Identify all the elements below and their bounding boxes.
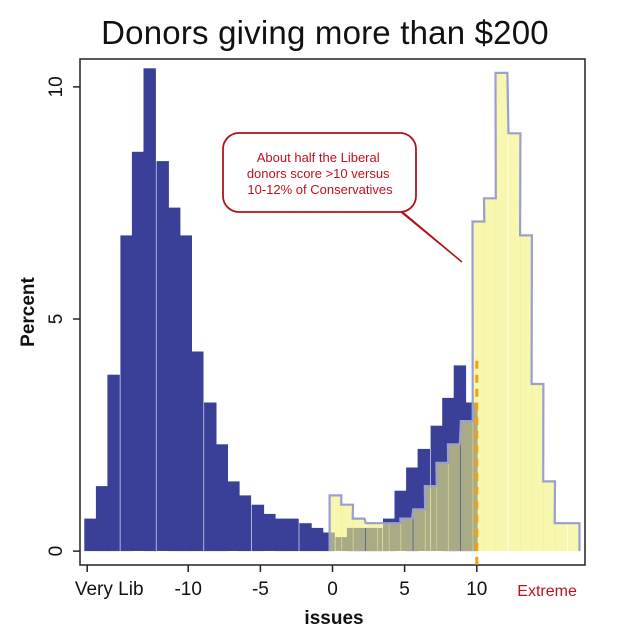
x-tick-label: 0 bbox=[327, 579, 338, 600]
y-tick-label: 5 bbox=[46, 314, 67, 325]
callout-box bbox=[222, 132, 417, 213]
series-1-bar bbox=[204, 402, 217, 552]
series-2-bar bbox=[413, 509, 426, 552]
series-1-bar bbox=[107, 374, 120, 552]
series-1-bar bbox=[156, 161, 169, 551]
series-1-bar bbox=[215, 444, 228, 552]
series-2-bar bbox=[400, 518, 413, 552]
series-2-bar bbox=[484, 198, 497, 552]
svg-text:About half the Liberal d: About half the Liberal donors score >10 … bbox=[247, 150, 393, 197]
series-1-bar bbox=[263, 513, 276, 551]
x-axis-ticks: Very Lib -10 -5 0 5 10 bbox=[75, 565, 487, 600]
chart-title: Donors giving more than $200 bbox=[101, 14, 549, 51]
series-2-bar bbox=[329, 495, 342, 552]
annotation-line-3: 10-12% of Conservatives bbox=[247, 182, 393, 197]
x-tick-label: 5 bbox=[399, 579, 410, 600]
series-2-bar bbox=[567, 523, 581, 552]
series-2-bar bbox=[341, 504, 354, 552]
x-axis-title: issues bbox=[304, 608, 363, 629]
series-1-bar bbox=[168, 207, 181, 552]
series-2-bar bbox=[436, 462, 449, 552]
series-1-bar bbox=[251, 504, 265, 552]
series-2-bar bbox=[531, 384, 544, 552]
series-2-bar bbox=[447, 444, 461, 552]
series-1-bar bbox=[84, 518, 97, 552]
series-2-bars bbox=[328, 71, 581, 552]
annotation-callout: About half the Liberal donors score >10 … bbox=[222, 132, 463, 263]
series-1-bar bbox=[227, 481, 240, 551]
series-1-bar bbox=[191, 351, 204, 552]
series-1-bar bbox=[120, 235, 133, 552]
y-tick-label: 10 bbox=[46, 76, 67, 97]
series-1-bar bbox=[286, 518, 299, 552]
x-tick-label: -10 bbox=[174, 579, 201, 600]
x-tick-label: 10 bbox=[466, 579, 487, 600]
series-1-bar bbox=[310, 527, 324, 552]
series-2-bar bbox=[365, 523, 379, 552]
series-1-bar bbox=[299, 523, 312, 552]
extreme-label: Extreme bbox=[517, 583, 577, 600]
series-2-bar bbox=[495, 72, 508, 552]
annotation-line-1: About half the Liberal bbox=[257, 150, 380, 165]
series-2-outline bbox=[328, 71, 581, 552]
y-axis-title: Percent bbox=[18, 276, 39, 346]
series-1-bar bbox=[143, 68, 156, 552]
series-1-bar bbox=[179, 235, 192, 552]
y-tick-label: 0 bbox=[46, 546, 67, 557]
series-2-bar bbox=[543, 481, 556, 551]
series-1-bar bbox=[238, 495, 252, 552]
series-2-bar bbox=[520, 235, 533, 552]
series-2-bar bbox=[554, 523, 568, 552]
series-1-bar bbox=[95, 486, 109, 552]
x-tick-label: -5 bbox=[252, 579, 269, 600]
x-tick-label: Very Lib bbox=[75, 579, 144, 600]
series-2-bar bbox=[508, 133, 521, 552]
series-2-bar bbox=[472, 221, 485, 552]
series-2-bar bbox=[388, 523, 402, 552]
series-1-bar bbox=[131, 151, 145, 552]
y-axis-ticks: 0 5 10 bbox=[46, 76, 80, 556]
series-2-bar bbox=[352, 518, 366, 552]
series-2-bar bbox=[377, 523, 390, 552]
annotation-line-2: donors score >10 versus bbox=[247, 166, 390, 181]
series-2-bar bbox=[424, 486, 438, 552]
series-1-bar bbox=[274, 518, 288, 552]
series-2-bar bbox=[460, 421, 474, 552]
